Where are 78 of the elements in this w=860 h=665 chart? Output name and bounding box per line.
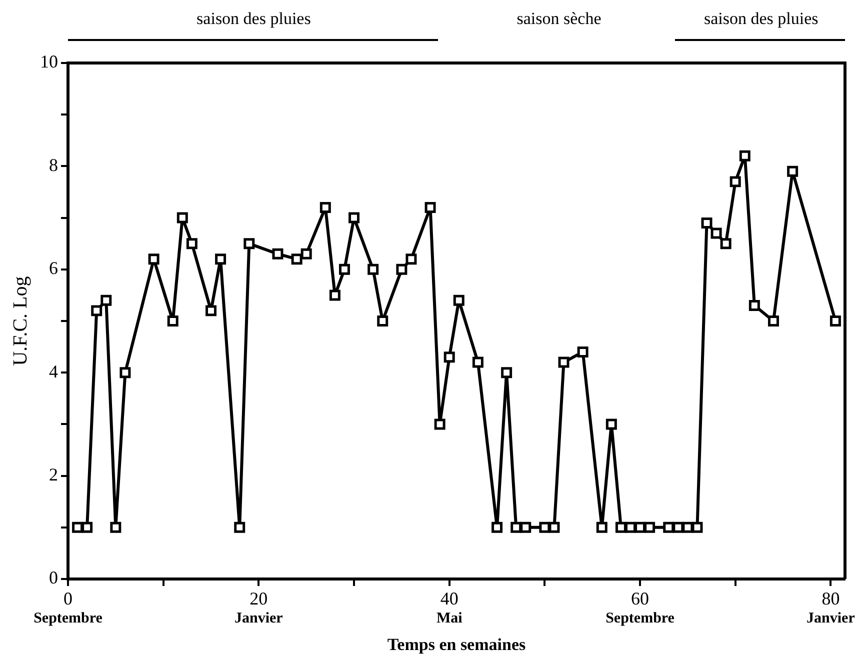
y-tick-label: 0 bbox=[49, 568, 58, 588]
point bbox=[748, 300, 760, 312]
x-tick-label: 40 bbox=[440, 588, 458, 609]
point bbox=[539, 522, 550, 533]
point bbox=[548, 522, 560, 533]
point bbox=[682, 522, 694, 533]
point bbox=[72, 522, 84, 533]
point bbox=[710, 228, 722, 239]
point bbox=[148, 254, 160, 265]
y-tick-label: 6 bbox=[49, 258, 58, 278]
y-tick-label: 8 bbox=[49, 154, 58, 175]
point bbox=[424, 202, 436, 213]
y-tick-label: 10 bbox=[40, 52, 58, 72]
point bbox=[634, 522, 646, 533]
point bbox=[558, 356, 570, 368]
point bbox=[510, 522, 522, 533]
point bbox=[663, 522, 674, 533]
point bbox=[444, 352, 455, 363]
point bbox=[701, 217, 712, 228]
point bbox=[234, 522, 246, 533]
text: saison des pluies bbox=[704, 8, 818, 28]
point bbox=[692, 522, 703, 533]
text: Janvier bbox=[234, 610, 284, 626]
point bbox=[501, 367, 512, 378]
point bbox=[368, 264, 379, 275]
point bbox=[244, 238, 255, 250]
point bbox=[186, 238, 198, 250]
x-tick-label: 20 bbox=[250, 588, 268, 609]
point bbox=[787, 166, 798, 177]
point bbox=[520, 522, 532, 533]
text: Janvier bbox=[806, 610, 856, 626]
point bbox=[768, 316, 779, 326]
point bbox=[830, 316, 841, 326]
point bbox=[492, 522, 503, 533]
point bbox=[206, 305, 216, 316]
point bbox=[406, 254, 417, 265]
point bbox=[472, 356, 484, 368]
point bbox=[396, 264, 408, 275]
point bbox=[720, 238, 732, 250]
point bbox=[625, 522, 636, 533]
point bbox=[110, 522, 122, 533]
point bbox=[338, 264, 350, 275]
point bbox=[320, 202, 331, 213]
point bbox=[300, 248, 312, 260]
point bbox=[377, 316, 388, 326]
y-tick-label: 2 bbox=[49, 464, 58, 485]
point bbox=[434, 418, 446, 430]
point bbox=[291, 254, 302, 265]
x-tick-label: 80 bbox=[822, 588, 840, 609]
text: Mai bbox=[436, 610, 462, 626]
text: saison sèche bbox=[516, 8, 602, 28]
point bbox=[739, 150, 750, 162]
y-axis-title: U.F.C. Log bbox=[9, 276, 32, 366]
point bbox=[91, 305, 102, 316]
point bbox=[100, 294, 112, 306]
point bbox=[176, 212, 188, 224]
y-tick-label: 4 bbox=[49, 361, 58, 382]
point bbox=[348, 212, 360, 224]
point bbox=[644, 522, 656, 533]
x-axis-title: Temps en semaines bbox=[387, 635, 526, 654]
point bbox=[120, 367, 131, 378]
point bbox=[606, 418, 617, 430]
point bbox=[82, 522, 93, 533]
point bbox=[329, 290, 340, 301]
text: Septembre bbox=[606, 610, 675, 626]
point bbox=[596, 522, 608, 533]
text: Septembre bbox=[34, 610, 103, 626]
point bbox=[272, 248, 284, 260]
point bbox=[577, 346, 588, 358]
point bbox=[615, 522, 626, 533]
point bbox=[167, 316, 178, 326]
point bbox=[215, 254, 226, 265]
x-tick-label: 0 bbox=[64, 588, 72, 609]
point bbox=[730, 176, 741, 188]
x-tick-label: 60 bbox=[631, 588, 650, 609]
point bbox=[453, 294, 464, 306]
point bbox=[672, 522, 684, 533]
text: saison des pluies bbox=[196, 8, 311, 28]
